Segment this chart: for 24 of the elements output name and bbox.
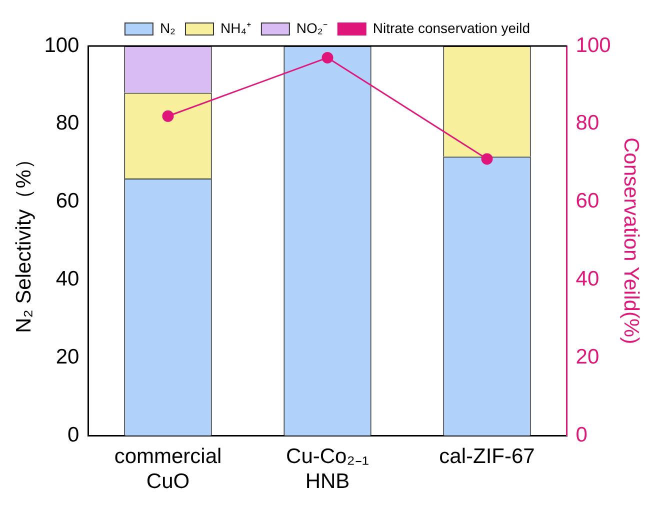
y-tick-label: 100 <box>44 34 80 57</box>
y-tick-label: 0 <box>68 423 80 446</box>
legend-label: N₂ <box>160 20 176 36</box>
y2-tick-label: 60 <box>576 190 600 213</box>
point <box>322 52 334 64</box>
point <box>162 110 174 122</box>
y-tick-label: 40 <box>56 268 80 291</box>
legend-label: NH₄⁺ <box>220 20 252 36</box>
y-tick-label: 80 <box>56 112 80 135</box>
legend-label: Nitrate conservation yeild <box>372 20 530 36</box>
y2-axis-title: Conservation Yeild(%) <box>620 137 643 344</box>
y2-tick-label: 100 <box>576 34 611 57</box>
legend-label: NO₂⁻ <box>296 20 328 36</box>
x-tick-label: Cu-Co₂₋₁ HNB <box>286 444 369 494</box>
x-tick-label: cal-ZIF-67 <box>439 444 535 468</box>
y-tick-label: 60 <box>56 190 80 213</box>
y-axis-title: N₂ Selectivity（%） <box>12 148 36 333</box>
y2-tick-label: 80 <box>576 112 600 135</box>
y2-tick-label: 40 <box>576 268 600 291</box>
y2-tick-label: 0 <box>576 423 588 446</box>
y2-tick-label: 20 <box>576 345 600 368</box>
point <box>481 153 493 165</box>
y-tick-label: 20 <box>56 345 80 368</box>
x-tick-label: commercial CuO <box>114 444 222 494</box>
